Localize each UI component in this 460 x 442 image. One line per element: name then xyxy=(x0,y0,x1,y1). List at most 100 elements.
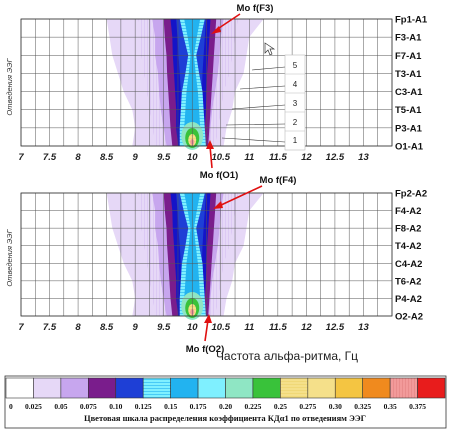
plot-frame xyxy=(20,192,393,317)
x-axis-title: Частота альфа-ритма, Гц xyxy=(216,349,358,363)
x-tick-label: 11 xyxy=(244,322,254,333)
x-tick-label: 11.5 xyxy=(269,152,288,163)
x-tick-label: 12.5 xyxy=(326,152,345,163)
legend-swatch xyxy=(389,377,418,399)
bottom-chart-row-labels: Fp2-A2 F4-A2 F8-A2 T4-A2 C4-A2 T6-A2 P4-A2 O2-A… xyxy=(395,189,427,323)
annotation-arrowhead xyxy=(204,314,212,323)
legend-tick-label: 0.35 xyxy=(384,402,397,411)
x-tick-label: 8.5 xyxy=(100,322,114,333)
top-chart-x-ticks: 7 7.5 8 8.5 9 9.5 10 10.5 11 11.5 12 12.5 13 xyxy=(18,152,369,163)
legend-swatch xyxy=(33,377,62,399)
x-tick-label: 9.5 xyxy=(157,322,171,333)
legend-swatch xyxy=(115,377,144,399)
annotation-arrow xyxy=(204,319,209,342)
x-tick-label: 13 xyxy=(358,152,369,163)
legend-swatch xyxy=(60,377,89,399)
x-tick-label: 7 xyxy=(18,322,24,333)
color-scale-legend: 0 0.025 0.05 0.075 0.10 0.125 0.15 0.175 0.20 0.2… xyxy=(4,375,447,429)
bottom-chart-y-axis-label: Отведения ЭЭГ xyxy=(5,229,14,287)
row-label: F8-A2 xyxy=(395,224,421,235)
annotation-arrow xyxy=(215,13,241,31)
top-chart-y-axis-label: Отведения ЭЭГ xyxy=(5,58,14,116)
legend-tick-label: 0.375 xyxy=(409,402,426,411)
legend-swatch xyxy=(280,377,309,399)
legend-swatch xyxy=(5,377,34,399)
x-tick-label: 12 xyxy=(301,152,312,163)
legend-tick-label: 0.025 xyxy=(25,402,42,411)
x-tick-label: 9 xyxy=(133,322,139,333)
legend-tick-labels: 0 0.025 0.05 0.075 0.10 0.125 0.15 0.175 0.20 0.2… xyxy=(9,402,426,411)
x-tick-label: 7.5 xyxy=(43,152,57,163)
x-tick-label: 11 xyxy=(244,152,254,163)
x-tick-label: 11.5 xyxy=(269,322,288,333)
legend-tick-label: 0.25 xyxy=(274,402,287,411)
legend-swatch xyxy=(417,377,446,399)
annotation-mo-f-f3: Mo f(F3) xyxy=(237,3,274,14)
x-tick-label: 7 xyxy=(18,152,24,163)
x-tick-label: 12 xyxy=(301,322,312,333)
x-tick-label: 10 xyxy=(187,322,198,333)
bottom-chart-fill xyxy=(106,193,264,320)
row-label: Fp2-A2 xyxy=(395,189,427,200)
contour-label: 5 xyxy=(293,61,298,70)
top-chart-grid xyxy=(20,18,393,147)
legend-tick-label: 0.10 xyxy=(109,402,122,411)
x-tick-label: 10.5 xyxy=(212,322,231,333)
legend-tick-label: 0.05 xyxy=(54,402,67,411)
annotation-mo-f-o2: Mo f(O2) xyxy=(186,344,225,355)
legend-tick-label: 0.225 xyxy=(245,402,262,411)
legend-swatch xyxy=(197,377,226,399)
top-chart-row-labels: Fp1-A1 F3-A1 F7-A1 T3-A1 C3-A1 T5-A1 P3-A1 O1-A… xyxy=(395,15,428,153)
row-label: P3-A1 xyxy=(395,123,423,134)
legend-tick-label: 0.175 xyxy=(190,402,207,411)
cursor-icon xyxy=(264,42,276,56)
contour-number-box: 5 4 3 2 1 xyxy=(221,54,306,151)
annotation-arrow xyxy=(218,185,263,207)
contour-label: 3 xyxy=(293,99,298,108)
legend-swatch xyxy=(362,377,391,399)
row-label: Fp1-A1 xyxy=(395,15,428,26)
row-label: T3-A1 xyxy=(395,69,422,80)
annotation-arrowhead xyxy=(206,140,214,149)
plot-frame xyxy=(20,18,393,147)
legend-title: Цветовая шкала распределения коэффициент… xyxy=(84,413,366,423)
row-label: O2-A2 xyxy=(395,312,423,323)
x-tick-label: 8 xyxy=(75,322,81,333)
legend-swatch xyxy=(225,377,254,399)
annotation-arrow xyxy=(209,145,213,169)
x-tick-label: 7.5 xyxy=(43,322,57,333)
contour-label: 4 xyxy=(293,80,298,89)
annotation-mo-f-f4: Mo f(F4) xyxy=(260,175,297,186)
legend-swatch xyxy=(88,377,117,399)
x-tick-label: 10.5 xyxy=(212,152,231,163)
legend-tick-label: 0.275 xyxy=(299,402,316,411)
contour-label: 1 xyxy=(293,136,298,145)
legend-tick-label: 0 xyxy=(9,402,13,411)
legend-swatches xyxy=(5,377,446,399)
legend-swatch xyxy=(142,377,171,399)
row-label: O1-A1 xyxy=(395,142,424,153)
legend-tick-label: 0.325 xyxy=(354,402,371,411)
legend-swatch xyxy=(307,377,336,399)
bottom-chart-grid xyxy=(20,192,393,317)
row-label: F3-A1 xyxy=(395,33,422,44)
x-tick-label: 9.5 xyxy=(157,152,171,163)
row-label: T6-A2 xyxy=(395,276,421,287)
legend-tick-label: 0.15 xyxy=(164,402,177,411)
annotation-arrowhead xyxy=(213,201,223,209)
legend-tick-label: 0.125 xyxy=(135,402,152,411)
bottom-chart-x-ticks: 7 7.5 8 8.5 9 9.5 10 10.5 11 11.5 12 12.5 13 xyxy=(18,322,369,333)
legend-tick-label: 0.075 xyxy=(80,402,97,411)
legend-swatch xyxy=(252,377,281,399)
row-label: P4-A2 xyxy=(395,294,422,305)
row-label: T4-A2 xyxy=(395,241,421,252)
legend-swatch xyxy=(170,377,199,399)
contour-label: 2 xyxy=(293,118,298,127)
top-chart-panel: 7 7.5 8 8.5 9 9.5 10 10.5 11 11.5 12 12.5 13 Fp1-A1F… xyxy=(5,3,428,181)
row-label: C4-A2 xyxy=(395,259,422,270)
bottom-chart-panel: 7 7.5 8 8.5 9 9.5 10 10.5 11 11.5 12 12.5 13 Fp2-A2 F… xyxy=(5,175,427,363)
x-tick-label: 13 xyxy=(358,322,369,333)
annotation-mo-f-o1: Mo f(O1) xyxy=(200,170,239,181)
x-tick-label: 12.5 xyxy=(326,322,345,333)
